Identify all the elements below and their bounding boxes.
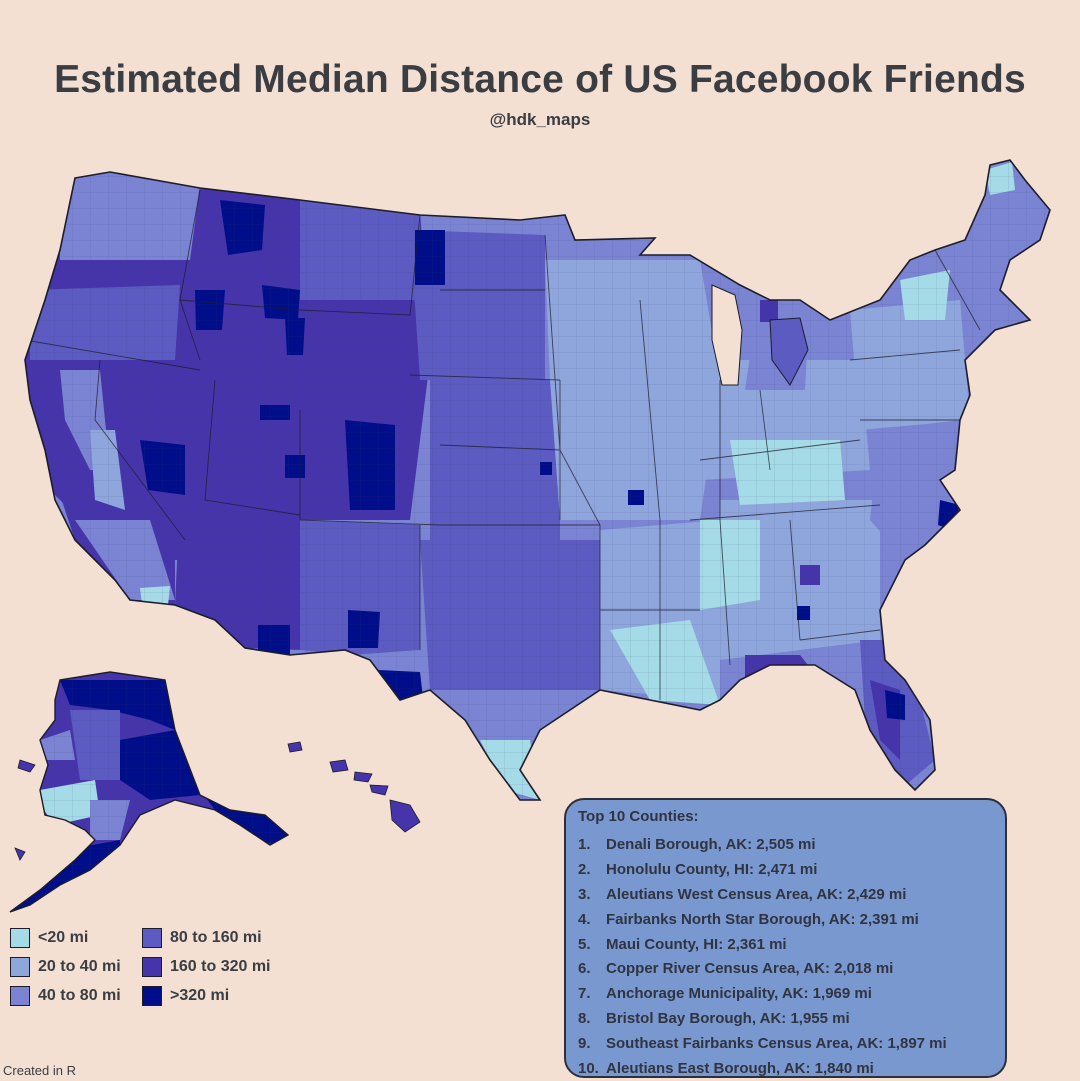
legend-item: 40 to 80 mi [10,986,121,1006]
legend-swatch [142,957,162,977]
legend-item: 80 to 160 mi [142,928,262,948]
legend-item: 20 to 40 mi [10,957,121,977]
legend-label: 20 to 40 mi [38,958,121,975]
top-10-row: 2. Honolulu County, HI: 2,471 mi [578,857,1005,882]
alaska [9,671,290,913]
legend-label: 160 to 320 mi [170,958,271,975]
legend-item: >320 mi [142,986,229,1006]
county-entry: Denali Borough, AK: 2,505 mi [606,835,816,853]
top-10-row: 9. Southeast Fairbanks Census Area, AK: 1… [578,1031,1005,1056]
legend-swatch [142,986,162,1006]
hawaii [287,741,421,833]
legend-label: 40 to 80 mi [38,987,121,1004]
top-10-row: 6. Copper River Census Area, AK: 2,018 mi [578,956,1005,981]
legend-label: 80 to 160 mi [170,929,262,946]
top-10-row: 10. Aleutians East Borough, AK: 1,840 mi [578,1056,1005,1081]
rank-number: 5. [578,935,591,953]
top-10-row: 1. Denali Borough, AK: 2,505 mi [578,832,1005,857]
top-10-row: 3. Aleutians West Census Area, AK: 2,429 … [578,882,1005,907]
rank-number: 1. [578,835,591,853]
top-10-row: 7. Anchorage Municipality, AK: 1,969 mi [578,981,1005,1006]
rank-number: 3. [578,885,591,903]
county-entry: Aleutians East Borough, AK: 1,840 mi [606,1059,874,1077]
credit-note: Created in R [3,1063,76,1078]
top-10-row: 4. Fairbanks North Star Borough, AK: 2,39… [578,907,1005,932]
legend-item: <20 mi [10,928,88,948]
rank-number: 10. [578,1059,599,1077]
top-10-row: 5. Maui County, HI: 2,361 mi [578,932,1005,957]
rank-number: 7. [578,985,591,1003]
county-entry: Anchorage Municipality, AK: 1,969 mi [606,985,872,1003]
legend-swatch [10,986,30,1006]
legend-item: 160 to 320 mi [142,957,271,977]
rank-number: 2. [578,860,591,878]
county-entry: Honolulu County, HI: 2,471 mi [606,860,818,878]
legend-swatch [10,928,30,948]
county-entry: Maui County, HI: 2,361 mi [606,935,787,953]
legend-label: <20 mi [38,929,89,946]
legend-swatch [10,957,30,977]
rank-number: 6. [578,960,591,978]
rank-number: 8. [578,1010,591,1028]
county-entry: Fairbanks North Star Borough, AK: 2,391 … [606,910,919,928]
county-entry: Aleutians West Census Area, AK: 2,429 mi [606,885,907,903]
county-entry: Bristol Bay Borough, AK: 1,955 mi [606,1010,850,1028]
top-10-title: Top 10 Counties: [578,808,699,825]
rank-number: 4. [578,910,591,928]
county-entry: Southeast Fairbanks Census Area, AK: 1,8… [606,1035,947,1053]
top-10-row: 8. Bristol Bay Borough, AK: 1,955 mi [578,1006,1005,1031]
map-subtitle: @hdk_maps [489,110,591,129]
map-title: Estimated Median Distance of US Facebook… [54,58,1026,101]
legend-swatch [142,928,162,948]
legend-label: >320 mi [170,987,230,1004]
county-entry: Copper River Census Area, AK: 2,018 mi [606,960,894,978]
rank-number: 9. [578,1035,591,1053]
top-10-counties-box: Top 10 Counties: 1. Denali Borough, AK: 2… [564,798,1007,1078]
